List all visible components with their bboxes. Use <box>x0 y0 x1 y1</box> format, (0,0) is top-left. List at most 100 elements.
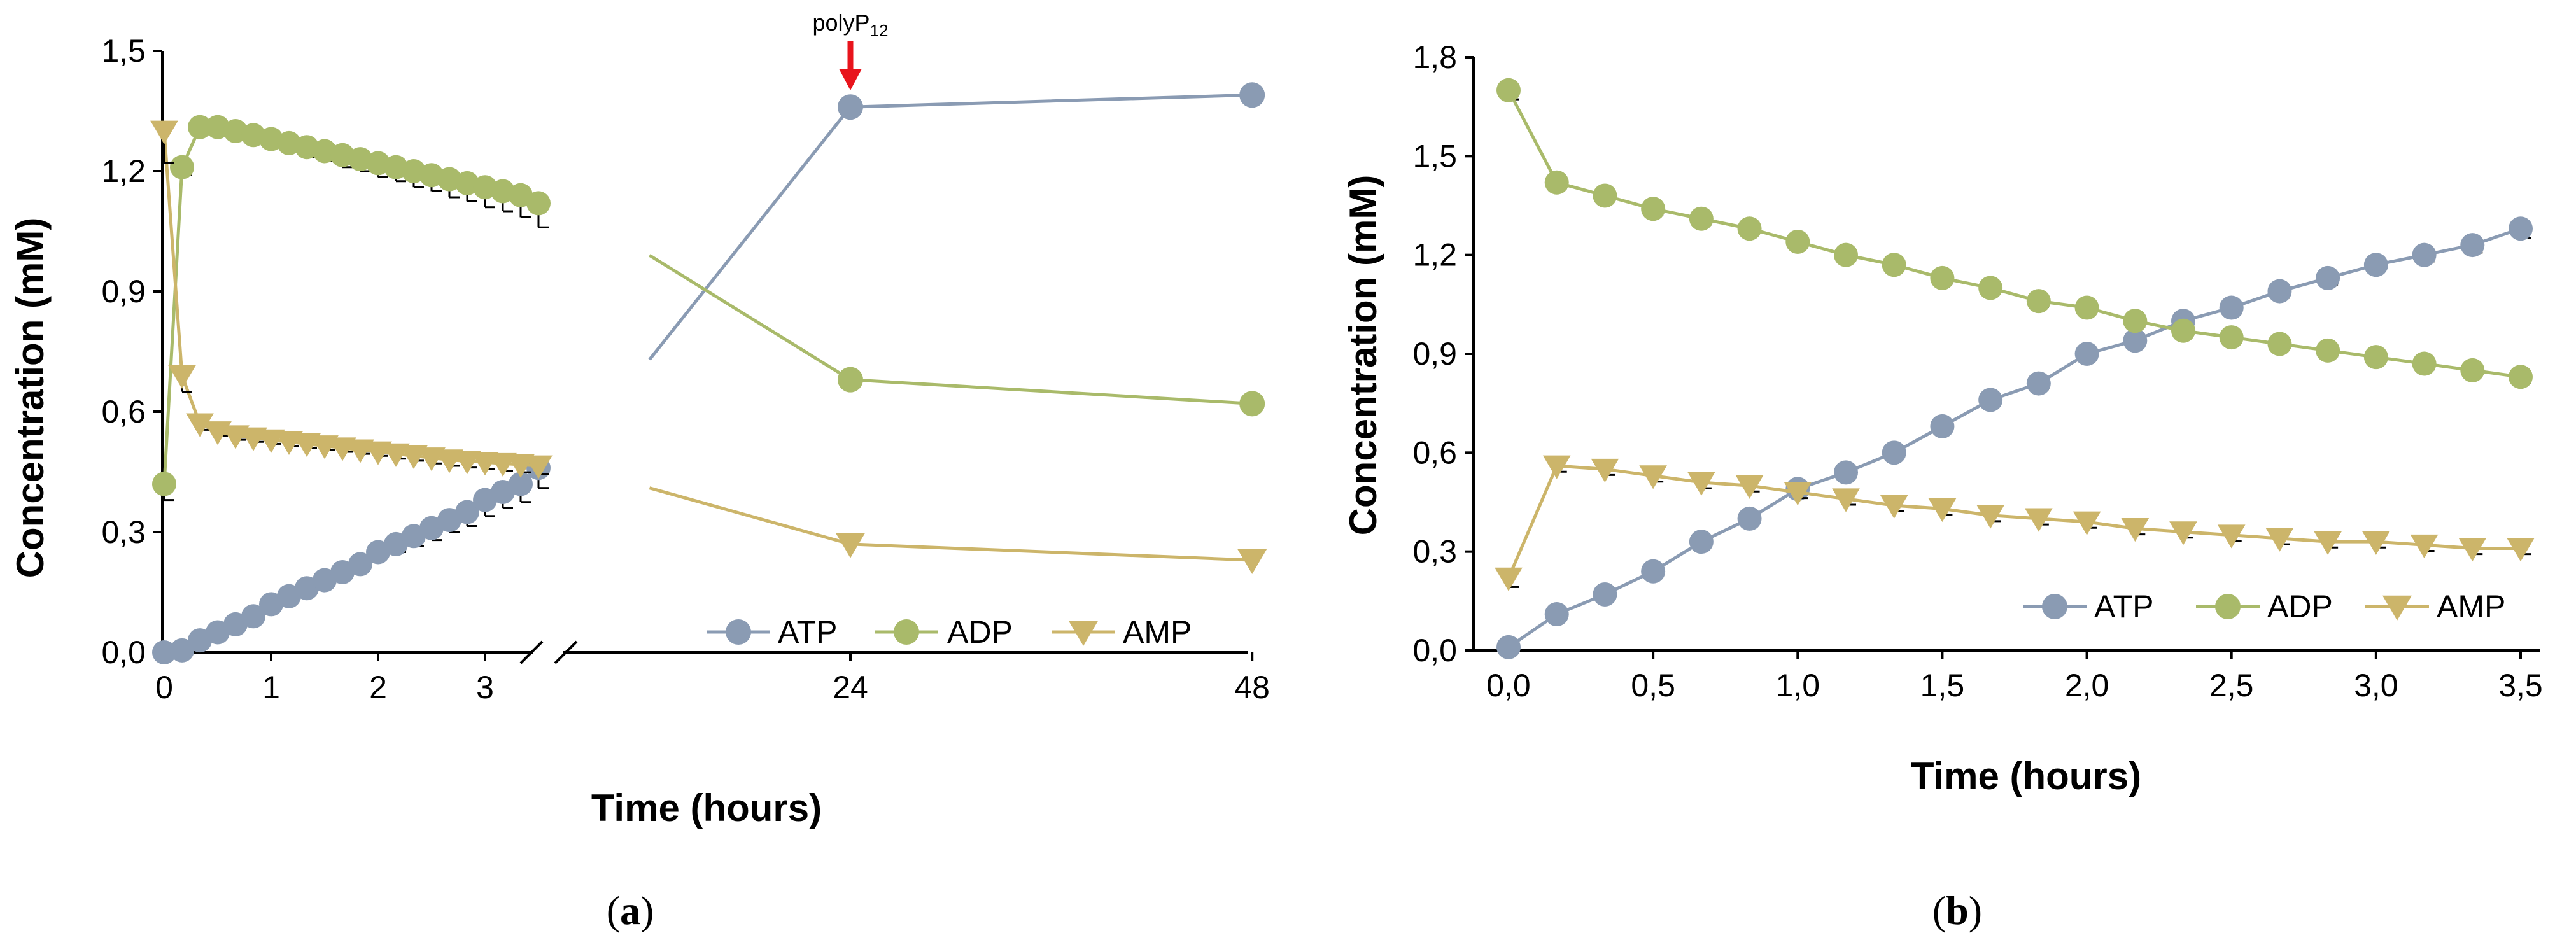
series-amp-line-late <box>649 486 1253 562</box>
series-amp-point <box>2073 511 2101 535</box>
series-amp-point <box>2362 531 2390 555</box>
y-tick-label: 0,0 <box>1412 633 1457 668</box>
series-amp-point <box>186 413 214 437</box>
x-tick-label: 1,5 <box>1920 668 1965 703</box>
panel-b-y-axis: 0,0 0,3 0,6 0,9 1,2 1,5 1,8 <box>1412 39 1475 668</box>
legend-amp-label: AMP <box>1123 614 1192 650</box>
series-amp-point <box>1495 567 1523 591</box>
x-tick-label: 2 <box>369 670 387 705</box>
y-tick-label: 1,5 <box>101 33 146 69</box>
series-adp-point <box>2316 338 2340 363</box>
legend-swatch-marker <box>1069 621 1098 646</box>
panel-a-x-axis: 0 1 2 3 24 48 <box>155 640 1270 705</box>
legend-amp-swatch <box>2365 595 2429 621</box>
series-atp-point <box>454 500 479 524</box>
series-adp-line-late <box>649 254 1253 405</box>
panel-a-chart: 0,0 0,3 0,6 0,9 1,2 1,5 0 1 2 3 24 48 Concentratio… <box>9 10 1270 933</box>
x-tick-label: 2,5 <box>2209 668 2254 703</box>
series-amp-point <box>1639 465 1667 489</box>
series-atp-point <box>152 640 176 664</box>
series-adp-line <box>1507 89 2521 379</box>
panel-b-x-axis: 0,0 0,5 1,0 1,5 2,0 2,5 3,0 3,5 <box>1474 649 2543 703</box>
series-adp-point <box>838 367 863 393</box>
y-tick-label: 0,3 <box>1412 534 1457 570</box>
panel-b-legend: ATP ADP AMP <box>2023 589 2505 624</box>
series-adp-point <box>1978 276 2003 300</box>
series-atp-point <box>2363 253 2388 277</box>
legend-swatch-marker <box>894 619 919 645</box>
legend-adp-swatch <box>875 619 938 645</box>
series-adp-point <box>526 191 551 216</box>
series-atp-point <box>1978 388 2003 412</box>
series-adp-point <box>170 155 195 179</box>
series-atp-point <box>2509 216 2533 241</box>
legend-swatch-marker <box>726 619 751 645</box>
series-adp-point <box>1641 197 1666 221</box>
series-amp-point <box>1976 505 2005 529</box>
series-amp-point <box>1784 482 1812 506</box>
series-atp-point <box>170 638 195 663</box>
series-adp-point <box>1544 170 1569 195</box>
series-adp-point <box>1689 206 1714 231</box>
legend-swatch-marker <box>2382 595 2412 621</box>
series-adp-point <box>2363 345 2388 370</box>
x-tick-label: 3 <box>476 670 494 705</box>
legend-adp-swatch <box>2196 594 2260 619</box>
series-amp-point <box>150 120 178 144</box>
series-adp-point <box>2219 325 2244 350</box>
series-adp-point <box>1834 242 1859 267</box>
series-atp-point <box>1496 635 1521 659</box>
series-atp-point <box>1593 582 1617 607</box>
series-adp-point <box>2123 309 2148 333</box>
series-atp-line <box>1507 227 2521 649</box>
series-amp-point <box>1237 549 1267 574</box>
series-atp-point <box>2219 295 2244 320</box>
series-atp-point <box>1834 460 1859 485</box>
series-amp-point <box>2314 531 2342 555</box>
panel-b-y-axis-title: Concentration (mM) <box>1342 175 1384 536</box>
panel-a-x-axis-title: Time (hours) <box>591 787 822 829</box>
series-amp-point <box>2410 534 2439 559</box>
series-atp-point <box>2123 328 2148 353</box>
panel-a-label: (a) <box>607 888 654 933</box>
y-tick-label: 1,5 <box>1412 138 1457 174</box>
series-adp-point <box>2267 332 2292 356</box>
series-atp-point <box>1689 530 1714 554</box>
y-tick-label: 0,6 <box>101 394 146 430</box>
x-tick-label: 3,0 <box>2354 668 2398 703</box>
panel-a-y-axis-title: Concentration (mM) <box>9 218 52 579</box>
panel-a-legend: ATP ADP AMP <box>707 614 1192 650</box>
polyp-annotation-label: polyP12 <box>813 10 889 40</box>
x-tick-label: 1 <box>262 670 280 705</box>
x-tick-label: 3,5 <box>2498 668 2543 703</box>
series-atp-line-late <box>648 93 1253 361</box>
series-amp-point <box>1832 488 1860 512</box>
legend-atp-label: ATP <box>2094 589 2154 624</box>
y-tick-label: 1,2 <box>101 153 146 189</box>
legend-atp-swatch <box>2023 594 2087 619</box>
series-adp-point <box>1737 216 1762 241</box>
axis-break-mark <box>554 640 578 664</box>
series-adp-point <box>2171 318 2195 343</box>
y-tick-label: 0,9 <box>101 274 146 309</box>
series-atp-point <box>2412 242 2437 267</box>
series-adp-point <box>2412 351 2437 376</box>
legend-swatch-marker <box>2215 594 2241 619</box>
legend-amp-swatch <box>1052 621 1115 646</box>
series-atp-point <box>1737 506 1762 531</box>
series-atp-point <box>2074 342 2099 366</box>
series-atp-point <box>2316 265 2340 290</box>
legend-adp-label: ADP <box>947 614 1013 650</box>
legend-adp-label: ADP <box>2267 589 2333 624</box>
legend-atp-swatch <box>707 619 770 645</box>
y-tick-label: 0,9 <box>1412 336 1457 372</box>
series-atp-point <box>348 552 372 577</box>
series-atp-point <box>508 472 533 496</box>
series-amp-point <box>2121 518 2150 542</box>
panel-a-series-layer <box>150 82 1267 664</box>
series-adp-point <box>187 115 212 139</box>
polyp-arrow-head <box>839 69 862 90</box>
panel-b-chart: 0,0 0,3 0,6 0,9 1,2 1,5 1,8 0,0 0,5 1,0 1,5 2,0 2,5… <box>1342 39 2543 933</box>
series-atp-point <box>838 94 863 120</box>
